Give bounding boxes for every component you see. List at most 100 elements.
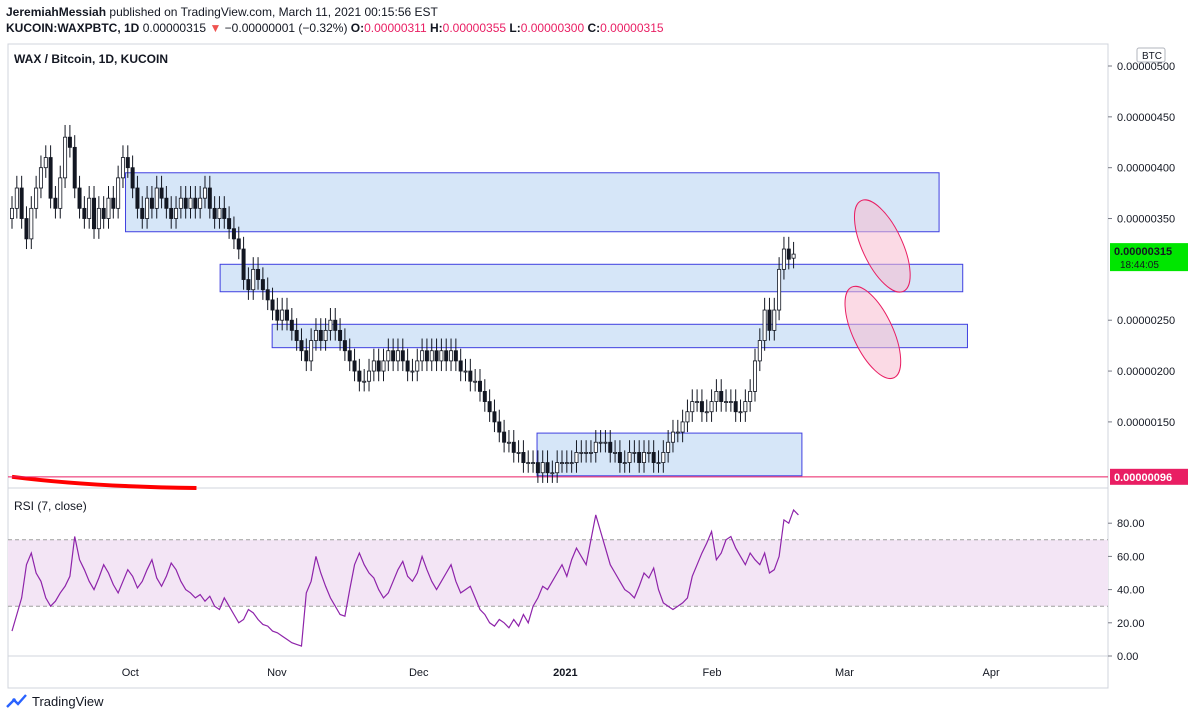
candle-body [367, 370, 372, 382]
candle-body [43, 157, 48, 169]
symbol-label: KUCOIN:WAXPBTC, 1D [6, 21, 140, 35]
candle-body [463, 370, 468, 373]
candle-body [357, 370, 362, 382]
open-value: 0.00000311 [364, 21, 427, 35]
candle-body [588, 452, 593, 454]
candle-body [511, 441, 516, 453]
candle-body [58, 177, 63, 209]
candle-body [53, 197, 58, 209]
candle-body [531, 462, 536, 464]
candle-body [526, 462, 531, 464]
price-axis-label: 0.00000450 [1117, 112, 1175, 124]
candle-body [786, 248, 791, 260]
candle-body [670, 431, 675, 443]
rsi-legend: RSI (7, close) [14, 499, 87, 513]
candle-body [376, 360, 381, 372]
candle-body [285, 309, 290, 321]
candle-body [77, 187, 82, 209]
candle-body [584, 452, 589, 454]
candle-body [48, 157, 53, 199]
candle-body [492, 411, 497, 423]
candle-body [217, 207, 222, 219]
candle-body [560, 462, 565, 464]
zone-rectangle [219, 263, 964, 293]
candle-body [728, 401, 733, 403]
price-axis-label: 0.00000350 [1117, 214, 1175, 226]
candle-body [241, 248, 246, 280]
candle-body [106, 197, 111, 219]
high-value: 0.00000355 [442, 21, 507, 35]
candle-body [140, 207, 145, 219]
candle-body [67, 136, 72, 148]
candle-body [521, 452, 526, 463]
candle-body [613, 452, 618, 454]
rsi-axis-label: 60.00 [1117, 551, 1145, 563]
candle-body [569, 462, 574, 464]
candle-body [675, 431, 680, 434]
candle-body [318, 329, 323, 341]
candle-body [574, 452, 579, 463]
publish-info: JeremiahMessiah published on TradingView… [6, 4, 438, 20]
rsi-axis-label: 80.00 [1117, 518, 1145, 530]
tradingview-footer[interactable]: TradingView [6, 692, 104, 710]
candle-body [719, 390, 724, 402]
candle-body [424, 350, 429, 362]
currency-label: BTC [1142, 51, 1162, 62]
last-price: 0.00000315 [142, 21, 207, 35]
candle-body [420, 350, 425, 362]
candle-body [666, 441, 671, 453]
candle-body [231, 228, 236, 240]
candle-body [323, 329, 328, 341]
candle-body [777, 268, 782, 311]
candle-body [444, 350, 449, 362]
candle-body [72, 146, 77, 189]
candle-body [352, 360, 357, 372]
candle-body [178, 197, 183, 209]
published-text: published on TradingView.com, March 11, … [109, 5, 438, 19]
down-triangle-icon: ▼ [209, 21, 222, 35]
candle-body [24, 218, 29, 240]
candle-body [251, 268, 256, 291]
candle-body [294, 329, 299, 341]
candle-body [174, 207, 179, 219]
current-price-tag [1110, 243, 1188, 272]
candle-body [188, 197, 193, 209]
candle-body [704, 411, 709, 414]
candle-body [762, 309, 767, 341]
candle-body [169, 207, 174, 219]
candle-body [400, 350, 405, 362]
candle-body [439, 350, 444, 362]
candle-body [159, 187, 164, 199]
candle-body [637, 452, 642, 463]
candle-body [130, 167, 135, 189]
candle-body [656, 462, 661, 464]
candle-body [743, 401, 748, 413]
candle-body [482, 390, 487, 402]
candle-body [772, 309, 777, 331]
candle-body [449, 350, 454, 362]
price-axis-label: 0.00000500 [1117, 61, 1175, 73]
candle-body [14, 187, 19, 209]
candle-body [733, 401, 738, 413]
candle-body [535, 462, 540, 474]
price-change: −0.00000001 (−0.32%) [224, 21, 348, 35]
candle-body [661, 452, 666, 463]
moving-average-line [11, 474, 197, 490]
candle-body [260, 279, 265, 291]
candle-body [313, 329, 318, 341]
candle-body [116, 177, 121, 209]
candle-body [236, 238, 241, 250]
candle-body [506, 441, 511, 444]
candle-body [685, 411, 690, 423]
candle-body [497, 421, 502, 433]
candle-body [38, 167, 43, 189]
candle-body [714, 390, 719, 402]
rsi-axis-label: 20.00 [1117, 618, 1145, 630]
candle-body [748, 390, 753, 402]
brand-name: TradingView [32, 693, 104, 709]
author-name: JeremiahMessiah [6, 5, 107, 19]
candle-body [246, 279, 251, 291]
candle-body [695, 401, 700, 403]
candle-body [222, 207, 227, 219]
